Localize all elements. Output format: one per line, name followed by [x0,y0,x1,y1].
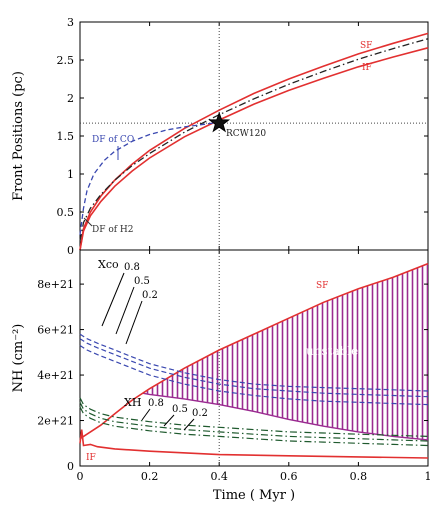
xh-pointer-2 [183,418,195,431]
top-y-tick-label-3: 1.5 [57,130,75,143]
top-label-df-co: DF of CO [92,135,134,145]
top-label-if: IF [362,63,372,73]
xh-value-2: 0.2 [192,408,208,419]
top-label-sf: SF [360,41,372,51]
top-label-df-h2: DF of H2 [92,225,134,235]
top-reference-lines [80,22,428,250]
xco-value-2: 0.2 [142,290,158,301]
top-y-tick-label-5: 2.5 [57,54,75,67]
top-y-tick-label-0: 0 [67,244,74,257]
xh-pointer-1 [163,414,175,427]
bottom-y-tick-label-0: 0 [67,460,74,473]
top-label-reference: RCW120 [226,129,266,139]
xco-group-title: Xco [98,258,119,271]
bottom-series-line-0 [79,262,429,440]
xco-value-0: 0.8 [124,262,140,273]
bottom-series-line-4 [79,344,429,406]
unstable-region-hatch [142,263,428,440]
bottom-y-tick-label-1: 2e+21 [37,415,74,428]
bottom-series-line-5 [79,397,429,437]
top-series-line-1 [79,47,429,251]
bottom-series-line-1 [79,429,429,459]
bottom-series-group [79,262,429,459]
unstable-region-lower-boundary [142,392,429,441]
reference-star-marker [208,111,231,133]
bottom-x-tick-label-5: 1 [425,470,432,483]
bottom-x-axis-label: Time ( Myr ) [213,488,295,503]
xh-group-title: XH [124,396,141,409]
bottom-tick-group: 0 0.2 0.4 0.6 0.8 1 0 2e+21 4e+21 6e+21 8e+21 [37,250,432,483]
top-y-tick-label-4: 2 [67,92,74,105]
bottom-x-tick-label-0: 0 [77,470,84,483]
xco-pointer-1 [115,286,135,335]
top-y-tick-label-6: 3 [67,16,74,29]
bottom-series-line-6 [79,402,429,442]
bottom-x-tick-label-3: 0.6 [280,470,298,483]
bottom-series-line-3 [79,338,429,398]
xco-pointer-2 [125,300,143,345]
bottom-x-tick-label-4: 0.8 [350,470,368,483]
bottom-y-tick-label-3: 6e+21 [37,324,74,337]
xh-value-0: 0.8 [148,398,164,409]
top-series-line-2 [79,38,429,242]
xh-value-1: 0.5 [172,404,188,415]
top-series-line-3 [79,121,220,235]
top-panel: 0 0.5 1 1.5 2 2.5 3 Front Positions (pc) SF IF… [11,16,429,257]
bottom-label-sf: SF [316,281,328,291]
xh-pointer-0 [141,408,151,421]
top-series-group [79,32,429,251]
bottom-series-line-7 [79,406,429,447]
top-y-tick-label-2: 1 [67,168,74,181]
bottom-panel: 0 0.2 0.4 0.6 0.8 1 0 2e+21 4e+21 6e+21 8e+21 NH (… [11,249,432,503]
top-y-tick-label-1: 0.5 [57,206,75,219]
bottom-y-axis-label: NH (cm⁻²) [11,324,26,393]
bottom-label-unstable: unstable [306,344,358,358]
bottom-y-tick-label-4: 8e+21 [37,278,74,291]
xco-pointer-0 [101,272,125,327]
top-tick-group: 0 0.5 1 1.5 2 2.5 3 [57,16,429,257]
top-pointer-df-h2 [83,217,93,227]
bottom-x-tick-label-1: 0.2 [141,470,159,483]
bottom-series-line-2 [79,333,429,392]
top-series-line-0 [79,32,429,251]
unstable-region [142,263,429,441]
bottom-x-tick-label-2: 0.4 [210,470,228,483]
bottom-label-if: IF [86,453,96,463]
bottom-y-tick-label-2: 4e+21 [37,369,74,382]
top-y-axis-label: Front Positions (pc) [11,71,26,201]
xco-value-1: 0.5 [134,276,150,287]
